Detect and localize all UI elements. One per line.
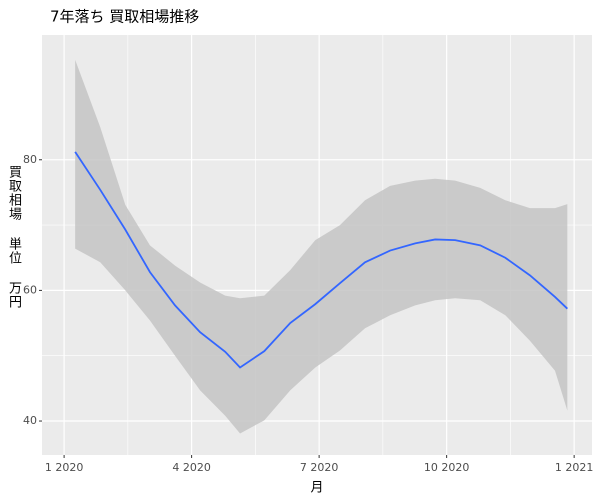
x-tick-label: 1 2020	[45, 461, 84, 474]
confidence-band	[75, 59, 568, 434]
x-tick-label: 10 2020	[424, 461, 470, 474]
x-axis-label: 月	[310, 481, 323, 496]
line	[74, 151, 568, 369]
x-tick-label: 4 2020	[172, 461, 211, 474]
x-tick-label: 1 2021	[555, 461, 594, 474]
x-tick-label: 7 2020	[300, 461, 339, 474]
y-tick-label: 40	[23, 414, 37, 427]
y-tick-label: 80	[23, 153, 37, 166]
y-tick-label: 60	[23, 283, 37, 296]
y-axis-label: 買取相場 単位 万円	[6, 165, 21, 309]
chart-title: 7年落ち 買取相場推移	[50, 8, 199, 26]
